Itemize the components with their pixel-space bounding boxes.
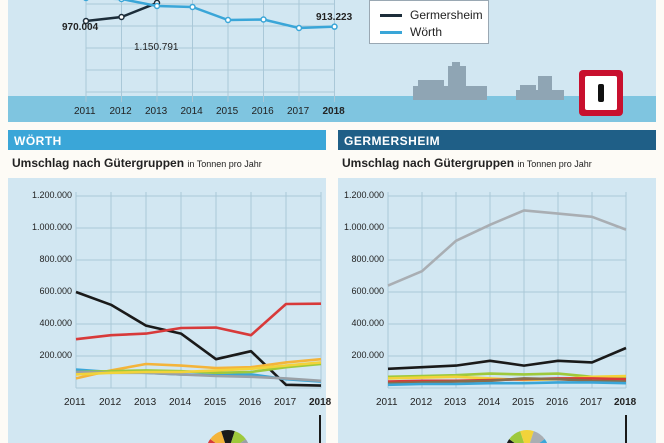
top-x-tick-label: 2015	[216, 106, 239, 117]
x-tick-label: 2011	[64, 397, 86, 408]
section-subtitle-woerth: Umschlag nach Gütergruppen in Tonnen pro…	[12, 156, 262, 170]
pie-chart-partial	[506, 430, 548, 443]
pie-chart-partial	[207, 430, 249, 443]
top-x-tick-label: 2017	[287, 106, 310, 117]
pie-slice	[520, 430, 534, 443]
x-tick-label: 2017	[274, 397, 297, 408]
series-line	[387, 209, 627, 287]
value-label-germersheim-2011: 970.004	[62, 22, 99, 33]
top-series-point	[153, 2, 161, 10]
series-line	[75, 302, 322, 341]
subtitle-text: Umschlag nach Gütergruppen	[342, 156, 515, 170]
y-tick-label: 200.000	[351, 350, 384, 360]
y-tick-label: 200.000	[39, 350, 72, 360]
section-header-germersheim: GERMERSHEIM	[338, 130, 656, 150]
x-tick-label: 2014	[169, 397, 192, 408]
section-subtitle-germersheim: Umschlag nach Gütergruppen in Tonnen pro…	[342, 156, 592, 170]
top-series-point	[118, 0, 125, 3]
series-line	[387, 346, 627, 371]
x-tick-label: 2014	[478, 397, 501, 408]
y-tick-label: 800.000	[39, 254, 72, 264]
y-tick-label: 800.000	[351, 254, 384, 264]
top-x-tick-label: 2012	[109, 106, 132, 117]
y-tick-label: 1.000.000	[343, 222, 384, 232]
pie-slice	[509, 431, 525, 443]
pie-slice	[221, 430, 235, 443]
x-tick-label: 2013	[134, 397, 157, 408]
legend-label-germersheim: Germersheim	[410, 8, 483, 22]
y-tick-label: 400.000	[39, 318, 72, 328]
legend-item-germersheim: Germersheim	[380, 7, 483, 23]
x-tick-label: 2012	[410, 397, 433, 408]
pie-slice	[207, 439, 216, 443]
section-header-woerth: WÖRTH	[8, 130, 326, 150]
top-x-tick-label: 2016	[251, 106, 274, 117]
y-tick-label: 400.000	[351, 318, 384, 328]
top-series-line	[112, 0, 335, 30]
x-tick-label: 2016	[239, 397, 262, 408]
pie-slice	[230, 431, 246, 443]
y-tick-label: 1.200.000	[31, 190, 72, 200]
pie-slice	[240, 439, 249, 443]
top-legend: Germersheim Wörth	[369, 0, 489, 44]
top-x-tick-label: 2018	[322, 106, 345, 117]
subtitle-unit: in Tonnen pro Jahr	[187, 159, 262, 169]
x-tick-label: 2015	[512, 397, 535, 408]
legend-swatch-woerth	[380, 30, 402, 34]
legend-swatch-germersheim	[380, 13, 402, 17]
top-series-point	[118, 13, 125, 21]
x-tick-label: 2017	[580, 397, 603, 408]
section-woerth: WÖRTH Umschlag nach Gütergruppen in Tonn…	[8, 130, 326, 443]
x-tick-label: 2011	[376, 397, 398, 408]
top-series-point	[295, 24, 303, 32]
value-label-woerth-2018: 913.223	[316, 12, 353, 23]
series-line	[387, 377, 627, 385]
series-line	[75, 357, 322, 380]
pie-slice	[539, 439, 548, 443]
pie-slice	[210, 431, 226, 443]
pie-slice	[506, 439, 515, 443]
top-series-point	[83, 0, 89, 2]
series-line	[387, 381, 627, 387]
top-x-tick-label: 2014	[180, 106, 203, 117]
legend-label-woerth: Wörth	[410, 25, 443, 39]
plot-background-woerth	[8, 178, 326, 443]
subtitle-unit: in Tonnen pro Jahr	[517, 159, 592, 169]
subtitle-text: Umschlag nach Gütergruppen	[12, 156, 185, 170]
value-label-germersheim-2013: 1.150.791	[134, 42, 179, 53]
top-series-point	[224, 16, 232, 24]
series-line	[75, 361, 322, 376]
logo-icon	[579, 70, 623, 116]
ship-icon-large	[413, 62, 487, 100]
ship-icons	[413, 62, 564, 100]
top-series-point	[189, 3, 196, 11]
y-tick-label: 1.000.000	[31, 222, 72, 232]
y-tick-label: 600.000	[39, 286, 72, 296]
ship-icon-small	[516, 76, 564, 100]
top-line-chart	[82, 0, 338, 102]
y-tick-label: 1.200.000	[343, 190, 384, 200]
top-series-point	[82, 17, 90, 25]
x-tick-label: 2013	[444, 397, 467, 408]
top-x-tick-label: 2013	[145, 106, 168, 117]
x-tick-label: 2018	[614, 397, 637, 408]
y-tick-label: 600.000	[351, 286, 384, 296]
x-tick-label: 2018	[309, 397, 332, 408]
x-tick-label: 2012	[99, 397, 122, 408]
top-x-tick-label: 2011	[74, 106, 96, 117]
top-series-point	[260, 16, 267, 23]
x-tick-label: 2015	[204, 397, 227, 408]
sea-illustration	[8, 96, 656, 122]
legend-item-woerth: Wörth	[380, 24, 442, 40]
x-tick-label: 2016	[546, 397, 569, 408]
top-series-point	[331, 23, 338, 30]
pie-slice	[529, 431, 545, 443]
